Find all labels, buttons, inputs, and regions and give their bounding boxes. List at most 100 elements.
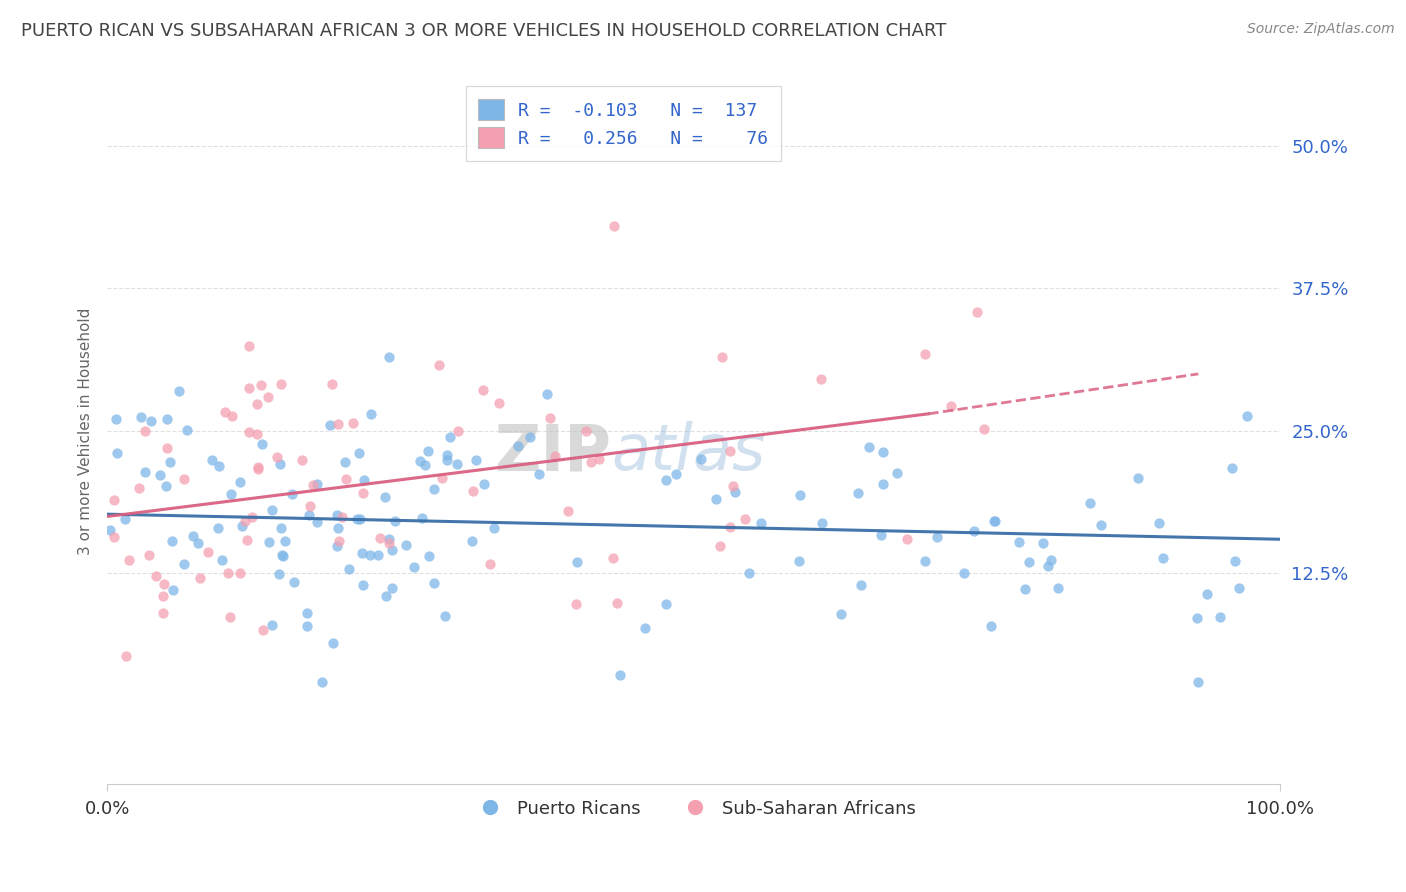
Point xyxy=(115,649,138,664)
Point xyxy=(152,589,174,603)
Point xyxy=(229,475,252,489)
Point xyxy=(634,621,657,635)
Point xyxy=(246,460,269,475)
Point xyxy=(724,485,747,500)
Text: ZIP: ZIP xyxy=(495,421,612,483)
Point xyxy=(914,347,936,361)
Point xyxy=(721,479,744,493)
Point xyxy=(846,485,869,500)
Point xyxy=(1227,582,1250,596)
Point xyxy=(381,582,404,596)
Point xyxy=(1187,674,1209,689)
Point xyxy=(983,514,1005,528)
Point xyxy=(353,577,375,591)
Point xyxy=(270,521,292,535)
Point xyxy=(527,467,550,482)
Point xyxy=(299,500,322,514)
Point xyxy=(211,553,233,567)
Point xyxy=(579,455,602,469)
Point xyxy=(378,536,401,550)
Legend: Puerto Ricans, Sub-Saharan Africans: Puerto Ricans, Sub-Saharan Africans xyxy=(464,792,922,825)
Point xyxy=(281,487,304,501)
Point xyxy=(350,546,373,560)
Point xyxy=(460,533,482,548)
Point xyxy=(295,606,318,620)
Point xyxy=(564,597,586,611)
Point xyxy=(1220,461,1243,475)
Point xyxy=(869,528,891,542)
Point xyxy=(207,458,229,473)
Point xyxy=(1018,556,1040,570)
Point xyxy=(1195,587,1218,601)
Point xyxy=(1008,535,1031,549)
Point xyxy=(423,482,446,496)
Point xyxy=(374,491,396,505)
Point xyxy=(575,424,598,438)
Point xyxy=(434,609,457,624)
Point xyxy=(221,409,243,423)
Point xyxy=(980,619,1002,633)
Point xyxy=(176,424,198,438)
Point xyxy=(155,479,177,493)
Point xyxy=(953,566,976,580)
Point xyxy=(384,514,406,528)
Point xyxy=(368,531,391,545)
Point xyxy=(305,516,328,530)
Point xyxy=(544,449,567,463)
Point xyxy=(246,397,269,411)
Point xyxy=(1014,582,1036,596)
Point xyxy=(482,521,505,535)
Point xyxy=(240,510,263,524)
Point xyxy=(149,468,172,483)
Point xyxy=(436,448,458,462)
Point xyxy=(557,504,579,518)
Point xyxy=(465,453,488,467)
Point xyxy=(250,437,273,451)
Point xyxy=(508,439,530,453)
Point xyxy=(718,520,741,534)
Point xyxy=(749,516,772,530)
Point xyxy=(430,471,453,485)
Point xyxy=(896,532,918,546)
Point xyxy=(114,512,136,526)
Point xyxy=(1236,409,1258,423)
Point xyxy=(235,514,257,528)
Point xyxy=(404,560,426,574)
Point xyxy=(347,446,370,460)
Point xyxy=(270,376,292,391)
Point xyxy=(710,350,733,364)
Point xyxy=(283,574,305,589)
Point xyxy=(479,557,502,571)
Point xyxy=(966,305,988,319)
Point xyxy=(159,455,181,469)
Point xyxy=(305,477,328,491)
Point xyxy=(413,458,436,473)
Point xyxy=(321,377,343,392)
Point xyxy=(134,465,156,479)
Point xyxy=(156,412,179,426)
Point xyxy=(602,551,624,566)
Point xyxy=(588,451,610,466)
Point xyxy=(128,481,150,495)
Point xyxy=(1032,536,1054,550)
Point xyxy=(187,536,209,550)
Point xyxy=(201,453,224,467)
Point xyxy=(145,569,167,583)
Point xyxy=(381,543,404,558)
Point xyxy=(963,524,986,538)
Point xyxy=(246,427,269,442)
Point xyxy=(229,566,252,581)
Point xyxy=(256,390,278,404)
Point xyxy=(436,453,458,467)
Point xyxy=(655,597,678,611)
Point xyxy=(183,529,205,543)
Point xyxy=(266,450,288,464)
Point xyxy=(830,607,852,621)
Point xyxy=(138,549,160,563)
Point xyxy=(129,409,152,424)
Point xyxy=(105,446,128,460)
Point xyxy=(939,399,962,413)
Point xyxy=(447,425,470,439)
Point xyxy=(173,473,195,487)
Point xyxy=(1080,496,1102,510)
